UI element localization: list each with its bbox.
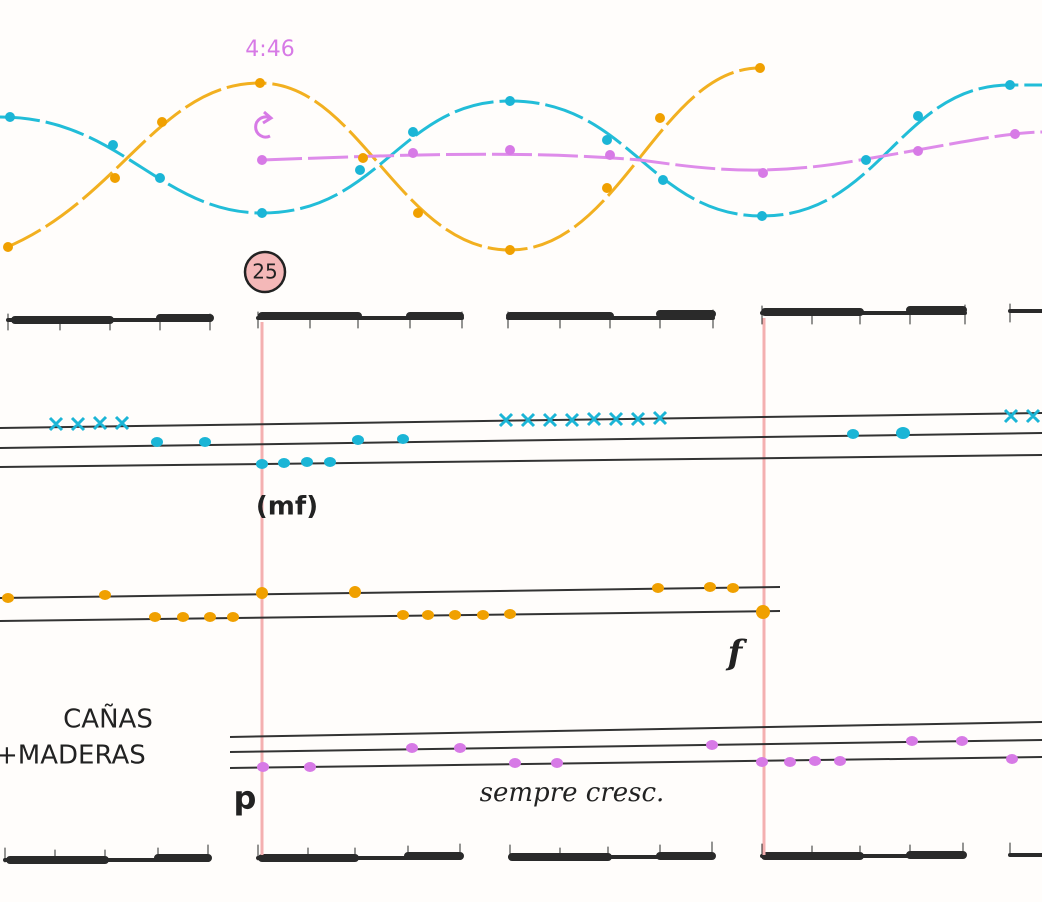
staff-2-lines [0,586,781,622]
staff-1-notes [151,427,910,469]
staff-3-notes [257,736,1018,772]
orange-dots [3,63,765,255]
time-marker: 4:46 [245,37,294,62]
expression: sempre cresc. [480,778,665,808]
cyan-dots [5,80,1015,221]
rehearsal-number: 25 [252,260,277,284]
orange-curve [4,66,761,252]
staff-1-lines [0,412,1042,468]
magenta-curve [261,130,1042,172]
dynamic-f: f [726,633,748,673]
staff-2-notes [2,582,770,622]
repeat-arrow [254,115,271,139]
top-ruler [6,303,1042,331]
magenta-dots [257,129,1020,178]
dynamic-p: p [234,779,257,817]
repeat-arrow-head [262,110,274,125]
dynamic-mf: (mf) [256,492,318,522]
rehearsal-circle [243,250,287,294]
instrument-label: +MADERAS [0,741,146,771]
instrument-label: CAÑAS [63,703,153,735]
bottom-ruler [3,841,1042,864]
staff-1-crosses [48,408,1041,432]
